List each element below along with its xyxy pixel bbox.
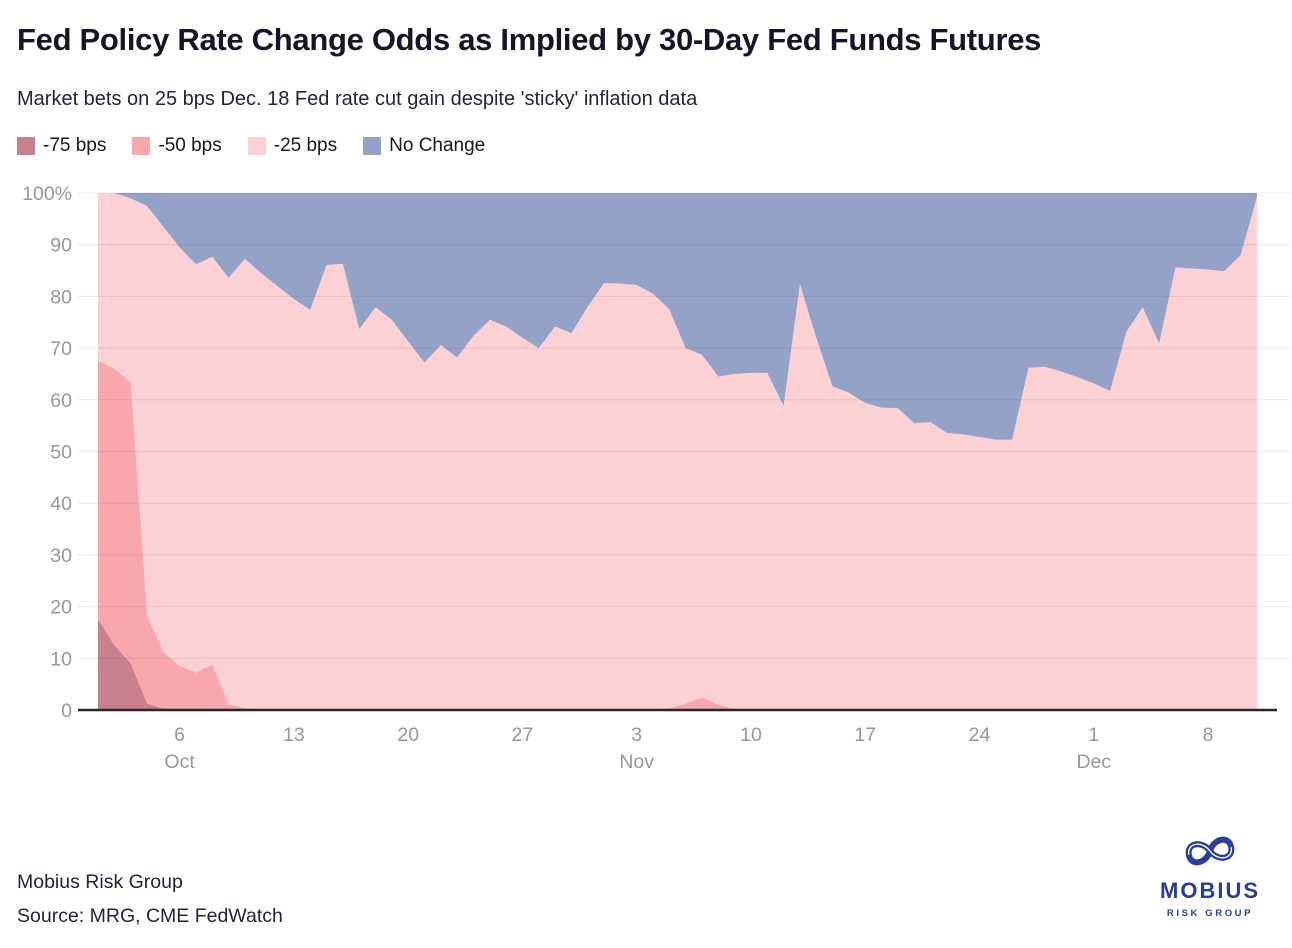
legend-item-no-change: No Change — [363, 135, 485, 157]
footer-source: Source: MRG, CME FedWatch — [17, 905, 283, 927]
legend-label: -75 bps — [43, 135, 107, 156]
y-tick-label-50: 50 — [50, 442, 72, 464]
y-tick-label-80: 80 — [50, 286, 72, 308]
footer-company: Mobius Risk Group — [17, 871, 183, 893]
y-tick-label-10: 10 — [50, 648, 72, 670]
legend-swatch — [247, 137, 266, 155]
area--50-bps — [98, 361, 1257, 710]
legend-swatch — [17, 137, 35, 155]
chart-title: Fed Policy Rate Change Odds as Implied b… — [17, 22, 1042, 57]
logo-name: MOBIUS — [1160, 878, 1260, 903]
x-tick-label-13: 13 — [283, 724, 305, 746]
x-tick-label-8: 8 — [1203, 724, 1214, 746]
y-tick-label-70: 70 — [50, 338, 72, 360]
x-tick-label-27: 27 — [512, 724, 534, 746]
y-tick-label-90: 90 — [50, 235, 72, 257]
x-tick-label-10: 10 — [740, 724, 762, 746]
y-tick-label-20: 20 — [50, 597, 72, 619]
legend-swatch — [363, 137, 382, 155]
x-tick-label-3: 3 — [631, 724, 642, 746]
y-tick-label-0: 0 — [61, 700, 72, 722]
x-month-label-oct: Oct — [164, 751, 195, 773]
x-month-label-nov: Nov — [619, 751, 654, 773]
legend-item--25-bps: -25 bps — [247, 135, 338, 157]
area--25-bps — [98, 193, 1257, 710]
y-tick-label-60: 60 — [50, 390, 72, 412]
stacked-area-chart: 0 10 20 30 40 50 60 70 80 90 100% 6 Oct 13 20 27 3 Nov 10 1… — [22, 183, 1290, 773]
x-month-label-dec: Dec — [1076, 751, 1111, 773]
legend-item--75-bps: -75 bps — [17, 135, 106, 157]
mobius-logo: MOBIUS RISK GROUP — [1144, 826, 1276, 919]
chart-subtitle: Market bets on 25 bps Dec. 18 Fed rate c… — [17, 88, 698, 110]
legend-label: -50 bps — [158, 135, 222, 156]
y-tick-label-30: 30 — [50, 545, 72, 567]
x-tick-label-17: 17 — [854, 724, 876, 746]
infinity-icon — [1185, 836, 1235, 866]
x-tick-label-1: 1 — [1088, 724, 1099, 746]
legend-swatch — [132, 137, 151, 155]
y-tick-label-100: 100% — [22, 183, 72, 205]
x-tick-label-24: 24 — [969, 724, 991, 746]
x-tick-label-20: 20 — [397, 724, 419, 746]
legend-label: No Change — [389, 135, 486, 156]
x-tick-label-6: 6 — [174, 724, 185, 746]
legend-item--50-bps: -50 bps — [132, 135, 222, 157]
legend: -75 bps -50 bps -25 bps No Change — [17, 135, 511, 157]
logo-tagline: RISK GROUP — [1166, 908, 1254, 919]
legend-label: -25 bps — [273, 135, 338, 156]
y-tick-label-40: 40 — [50, 493, 72, 515]
